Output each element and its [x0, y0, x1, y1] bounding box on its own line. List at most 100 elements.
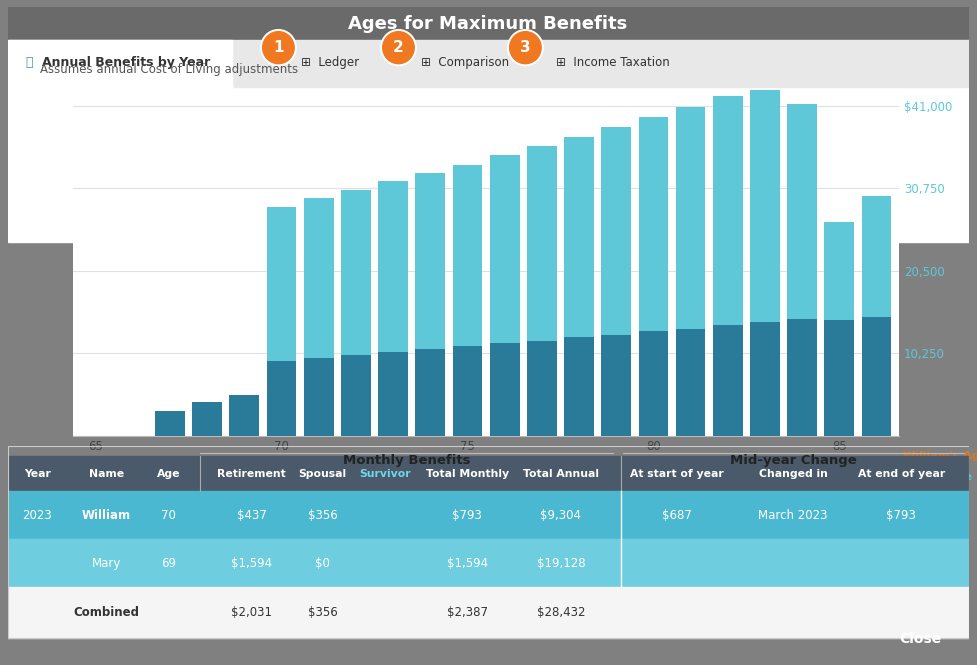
Bar — [489, 156, 520, 344]
Bar — [8, 86, 969, 241]
Bar — [713, 325, 743, 436]
Text: Mary's Age: Mary's Age — [903, 472, 972, 482]
Bar — [787, 104, 817, 319]
Bar — [750, 85, 780, 322]
Text: 2: 2 — [393, 40, 404, 55]
Text: 70: 70 — [161, 509, 176, 522]
Text: 1: 1 — [274, 40, 283, 55]
Bar — [267, 360, 296, 436]
Bar — [155, 411, 185, 436]
Text: March 2023: March 2023 — [758, 509, 828, 522]
Text: Combined: Combined — [73, 606, 139, 619]
Bar — [341, 190, 371, 354]
Text: Monthly Benefits: Monthly Benefits — [343, 454, 470, 467]
Bar — [564, 137, 594, 337]
Bar — [8, 40, 969, 86]
Bar — [862, 317, 891, 436]
Text: $1,594: $1,594 — [232, 557, 273, 570]
Text: William's Age: William's Age — [903, 452, 977, 462]
Bar — [415, 173, 446, 349]
Text: Spousal: Spousal — [299, 469, 347, 479]
Text: $437: $437 — [236, 509, 267, 522]
Bar — [8, 7, 969, 40]
Bar — [452, 164, 483, 346]
Circle shape — [383, 32, 414, 64]
Bar — [564, 337, 594, 436]
Text: ⊞  Income Taxation: ⊞ Income Taxation — [556, 56, 669, 69]
Bar — [527, 146, 557, 340]
Bar — [601, 127, 631, 334]
Text: $9,304: $9,304 — [540, 509, 581, 522]
Bar — [862, 196, 891, 317]
Text: 64: 64 — [88, 475, 104, 488]
Bar — [8, 539, 969, 587]
Text: Annual Benefits by Year: Annual Benefits by Year — [42, 56, 210, 69]
Bar — [676, 329, 705, 436]
Bar — [378, 352, 408, 436]
Bar — [489, 344, 520, 436]
Text: 69: 69 — [274, 475, 289, 488]
Text: $2,387: $2,387 — [446, 606, 488, 619]
Text: Assumes annual Cost of Living adjustments: Assumes annual Cost of Living adjustment… — [40, 63, 298, 76]
Bar — [304, 358, 333, 436]
Text: Total Annual: Total Annual — [523, 469, 599, 479]
Text: Name: Name — [89, 469, 124, 479]
Bar — [601, 334, 631, 436]
Text: At start of year: At start of year — [630, 469, 724, 479]
Text: Total Monthly: Total Monthly — [426, 469, 509, 479]
Text: William: William — [82, 509, 131, 522]
Text: Age: Age — [156, 469, 180, 479]
Bar — [192, 402, 222, 436]
Bar — [267, 207, 296, 360]
Bar — [304, 198, 333, 358]
Bar — [825, 320, 854, 436]
Circle shape — [508, 30, 543, 66]
Bar — [415, 349, 446, 436]
Circle shape — [261, 30, 296, 66]
Bar — [639, 117, 668, 331]
Bar — [713, 96, 743, 325]
Bar — [639, 331, 668, 436]
Text: 84: 84 — [831, 475, 847, 488]
Bar — [527, 340, 557, 436]
Text: Survivor: Survivor — [359, 469, 410, 479]
Text: 79: 79 — [646, 475, 660, 488]
Bar — [230, 394, 259, 436]
Text: At end of year: At end of year — [858, 469, 945, 479]
Text: $19,128: $19,128 — [536, 557, 585, 570]
Text: 3: 3 — [520, 40, 531, 55]
Text: Ages for Maximum Benefits: Ages for Maximum Benefits — [349, 15, 627, 33]
Text: 📊: 📊 — [25, 56, 33, 69]
Circle shape — [263, 32, 294, 64]
Bar — [750, 322, 780, 436]
Bar — [8, 587, 969, 638]
Circle shape — [510, 32, 541, 64]
Text: Changed in: Changed in — [758, 469, 828, 479]
Text: $687: $687 — [662, 509, 692, 522]
Text: ⊞  Comparison: ⊞ Comparison — [421, 56, 509, 69]
Bar — [8, 40, 233, 86]
Text: $1,594: $1,594 — [446, 557, 488, 570]
Text: ⊞  Ledger: ⊞ Ledger — [301, 56, 360, 69]
Bar — [341, 354, 371, 436]
Bar — [676, 106, 705, 329]
Text: $356: $356 — [308, 509, 338, 522]
Text: $356: $356 — [308, 606, 338, 619]
Text: Close: Close — [899, 632, 942, 646]
Text: 74: 74 — [460, 475, 475, 488]
Text: $28,432: $28,432 — [536, 606, 585, 619]
Text: Mid-year Change: Mid-year Change — [730, 454, 857, 467]
Text: 69: 69 — [160, 557, 176, 570]
Bar — [825, 223, 854, 320]
Circle shape — [381, 30, 416, 66]
Bar — [378, 182, 408, 352]
Text: $0: $0 — [316, 557, 330, 570]
Text: 2023: 2023 — [22, 509, 52, 522]
Text: Mary: Mary — [92, 557, 121, 570]
Text: $793: $793 — [452, 509, 483, 522]
Bar — [452, 346, 483, 436]
Bar — [8, 456, 969, 491]
Text: $793: $793 — [886, 509, 916, 522]
Bar — [787, 319, 817, 436]
Text: $2,031: $2,031 — [232, 606, 273, 619]
